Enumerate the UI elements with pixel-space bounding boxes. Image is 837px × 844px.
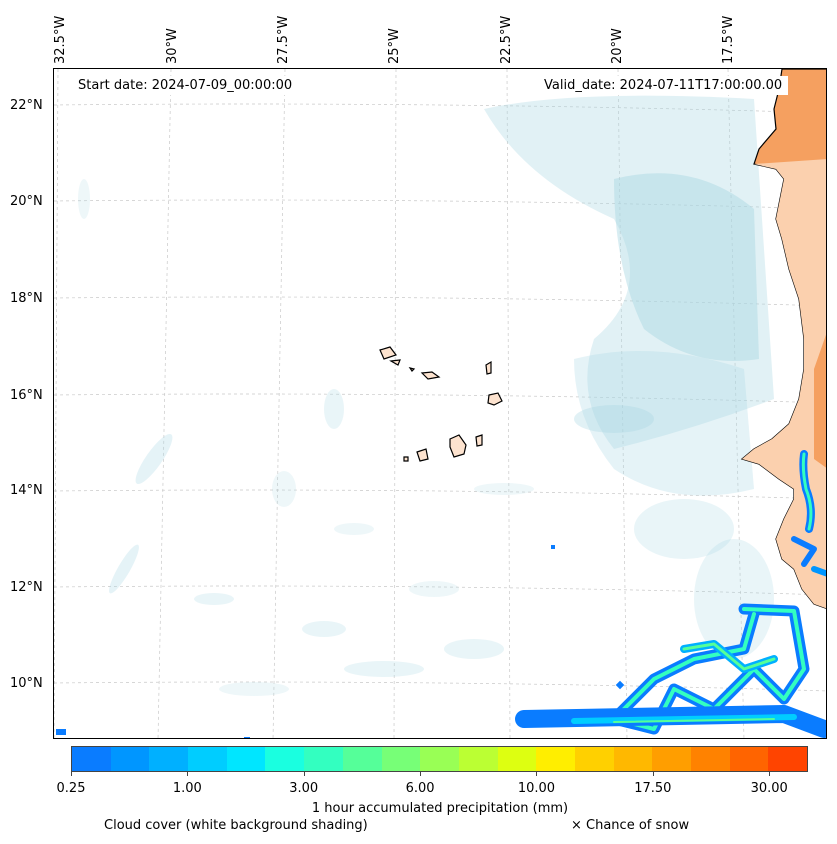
colorbar-tick-label: 30.00 [750,781,788,796]
cloud-cover-shading [78,95,774,696]
colorbar-tick-label: 10.00 [517,781,556,796]
longitude-label: 22.5°W [499,15,514,64]
colorbar-swatch [226,747,266,771]
colorbar-swatch [265,747,305,771]
colorbar-swatch [110,747,150,771]
longitude-label: 30°W [165,28,180,64]
gridline-lat [54,489,826,500]
gridline-lat [54,585,826,596]
precipitation-southeast [56,545,826,738]
gridline-lat [54,296,826,307]
gridline-lon [506,69,511,738]
colorbar-swatch [652,747,691,771]
cloud-cover-legend: Cloud cover (white background shading) [104,818,368,833]
gridline-lat [54,103,826,114]
colorbar-swatch [420,747,459,771]
gridline-lon [393,69,397,738]
latitude-label: 10°N [10,676,43,691]
latitude-label: 22°N [10,98,43,113]
colorbar-tickmark [303,772,305,776]
precipitation-coast [791,450,826,577]
map-panel[interactable] [53,68,827,739]
colorbar-tick-label: 3.00 [289,781,319,796]
colorbar-tickmark [187,772,189,776]
latitude-label: 18°N [10,291,43,306]
gridline-lat [54,681,826,692]
valid-date-label: Valid_date: 2024-07-11T17:00:00.00 [538,76,789,95]
graticule [54,69,826,738]
gridline-lon [54,69,59,738]
colorbar-tickmark [536,772,538,776]
start-date-label: Start date: 2024-07-09_00:00:00 [72,76,299,95]
colorbar-tick-label: 0.25 [56,781,86,796]
gridline-lon [617,69,628,738]
colorbar-swatch [72,747,111,771]
latitude-label: 12°N [10,580,43,595]
colorbar-swatch [188,747,227,771]
latitude-label: 20°N [10,194,43,209]
colorbar-tickmark [652,772,654,776]
gridline-lon [157,69,172,738]
snow-legend: × Chance of snow [571,818,690,833]
colorbar-swatch [613,747,653,771]
cape-verde-islands [379,346,503,462]
precipitation-colorbar [71,746,808,772]
longitude-label: 17.5°W [721,15,736,64]
colorbar-tick-label: 1.00 [172,781,202,796]
latitude-label: 14°N [10,483,43,498]
colorbar-swatch [342,747,382,771]
colorbar-label: 1 hour accumulated precipitation (mm) [311,801,569,816]
colorbar-tick-label: 17.50 [634,781,672,796]
colorbar-swatch [574,747,614,771]
colorbar-swatch [691,747,730,771]
colorbar-tickmark [420,772,422,776]
colorbar-swatch [381,747,421,771]
longitude-label: 27.5°W [276,15,291,64]
colorbar-tickmark [769,772,771,776]
colorbar-swatch [536,747,575,771]
longitude-label: 32.5°W [53,15,68,64]
gridline-lat [54,393,826,404]
colorbar-swatch [768,747,808,771]
map-canvas [54,69,826,738]
colorbar-tickmark [71,772,72,776]
colorbar-tick-label: 6.00 [405,781,435,796]
colorbar-swatch [497,747,537,771]
gridline-lon [727,69,745,738]
latitude-label: 16°N [10,388,43,403]
longitude-label: 25°W [387,28,402,64]
colorbar-swatch [149,747,189,771]
colorbar-swatch [729,747,769,771]
colorbar-swatch [458,747,498,771]
colorbar-swatch [304,747,343,771]
longitude-label: 20°W [610,28,625,64]
gridline-lon [272,69,286,738]
gridline-lat [54,199,826,210]
